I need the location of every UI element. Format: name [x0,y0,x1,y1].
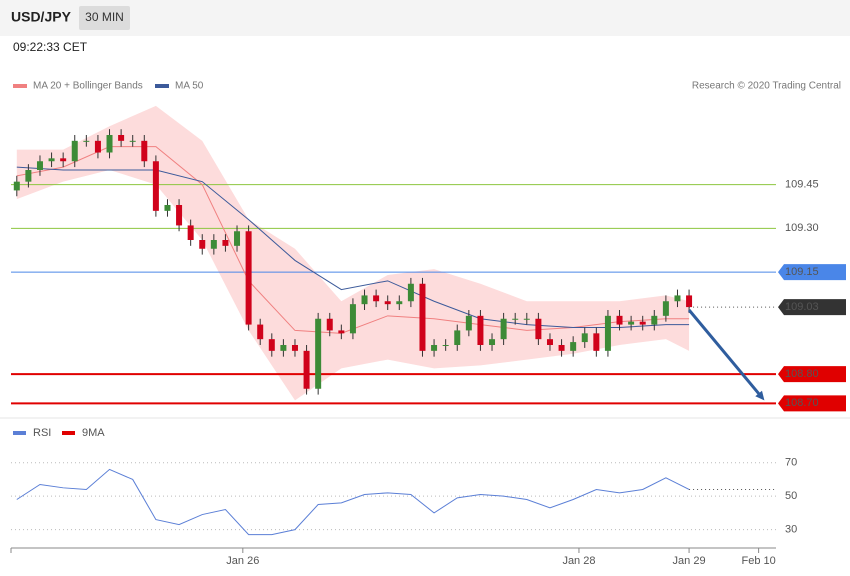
candle-body [686,295,693,308]
candle-body [407,283,414,302]
candle-body [593,333,600,351]
candle-body [152,161,159,211]
candle-body [118,135,125,141]
candle-body [373,295,380,302]
candle-body [257,324,264,340]
ma20-line [16,146,690,334]
legend-swatch [13,431,26,435]
level-label: 109.45 [785,178,819,190]
candle-body [48,158,55,162]
candle-body [477,315,484,345]
candle-body [13,181,20,191]
level-tag [778,395,846,412]
x-tick-label: Jan 29 [673,555,706,567]
candle-body [280,345,287,351]
x-tick-label: Jan 26 [226,555,259,567]
candle-body [662,301,669,316]
candle-body [442,345,449,346]
legend-swatch [62,431,75,435]
candle-body [60,158,67,162]
candle-body [639,321,646,325]
forecast-arrow-head [755,390,765,401]
legend-label: MA 20 + Bollinger Bands [33,81,143,92]
candle-body [570,342,577,351]
candle-body [268,339,275,351]
candle-body [210,240,217,249]
candle-body [338,330,345,334]
last-price-tag [778,299,846,316]
candle-body [71,140,78,162]
y-tick-label: 50 [785,490,797,502]
candle-body [326,318,333,331]
timeframe-box[interactable] [79,6,130,30]
x-tick-label: Jan 28 [562,555,595,567]
candle-body [349,304,356,334]
candle-body [431,345,438,351]
rsi-line [16,468,690,536]
candle-body [25,170,32,182]
candle-body [500,318,507,340]
candle-body [384,301,391,305]
candle-body [176,205,183,226]
forecast-arrow [687,309,762,397]
candle-body [315,318,322,389]
timeframe[interactable]: 30 MIN [85,10,124,24]
candle-body [512,318,519,320]
candle-body [187,225,194,240]
level-label: 109.15 [785,266,819,278]
bollinger-band [16,105,690,401]
candle-body [291,345,298,351]
candle-body [83,140,90,142]
credit: Research © 2020 Trading Central [692,81,841,92]
x-tick-label: Feb 10 [741,555,775,567]
legend-label: 9MA [82,427,105,439]
candle-body [419,283,426,351]
candle-body [546,339,553,345]
candle-body [106,135,113,153]
candle-body [651,315,658,325]
symbol: USD/JPY [11,9,72,25]
candle-body [523,318,530,320]
y-tick-label: 30 [785,524,797,536]
candle-body [222,240,229,246]
candle-body [454,330,461,345]
time: 09:22:33 CET [13,40,88,54]
candle-body [141,140,148,162]
level-label: 109.30 [785,222,819,234]
legend-swatch [13,84,27,88]
legend-swatch [155,84,169,88]
level-label: 108.80 [785,368,819,380]
candle-body [489,339,496,345]
candle-body [396,301,403,305]
candle-body [465,315,472,331]
candle-body [94,140,101,153]
candle-body [129,140,136,142]
candle-body [558,345,565,351]
last-price-label: 109.03 [785,301,819,313]
candle-body [36,161,43,170]
candle-body [581,333,588,343]
candle-body [245,231,252,325]
candle-body [234,231,241,246]
candle-body [199,240,206,249]
level-tag [778,366,846,383]
legend-label: RSI [33,427,51,439]
candle-body [616,315,623,325]
candle-body [674,295,681,302]
candle-body [604,315,611,351]
candle-body [535,318,542,340]
legend-label: MA 50 [175,81,204,92]
level-tag [778,264,846,281]
header-bar [0,0,850,36]
candle-body [628,321,635,325]
candle-body [164,205,171,211]
candle-body [361,295,368,305]
candle-body [303,350,310,389]
level-label: 108.70 [785,397,819,409]
y-tick-label: 70 [785,457,797,469]
